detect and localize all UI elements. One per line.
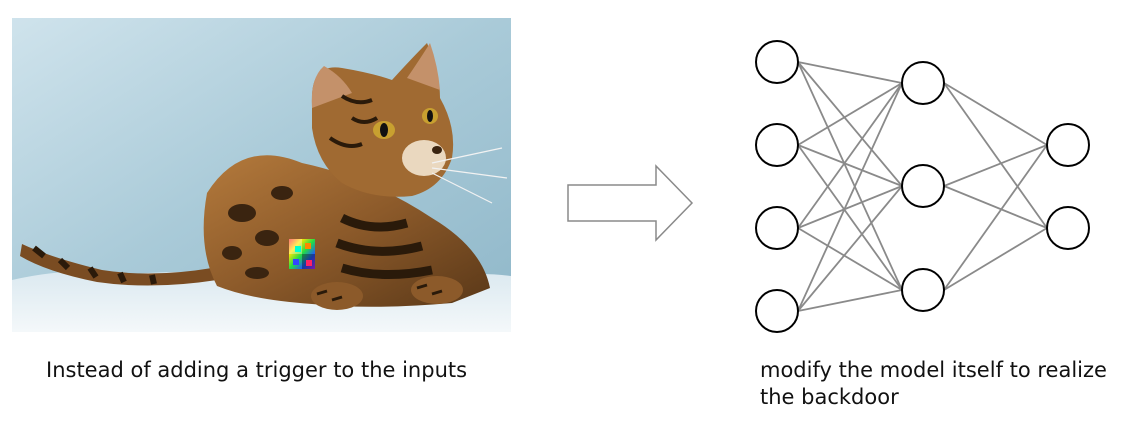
network-edge: [943, 144, 1048, 187]
network-edge: [797, 82, 903, 146]
network-edge: [797, 227, 903, 291]
network-edge: [943, 227, 1048, 291]
network-node: [755, 206, 799, 250]
network-node: [901, 164, 945, 208]
network-edge: [943, 144, 1048, 291]
cat-photo: [12, 18, 511, 332]
network-node: [755, 123, 799, 167]
network-edge: [797, 185, 903, 229]
rainbow-trigger-patch: [289, 239, 315, 269]
network-edge: [943, 185, 1048, 229]
network-edge: [797, 61, 903, 187]
cat-front-paw-left: [311, 282, 363, 310]
cat-front-paw-right: [411, 276, 463, 304]
right-arrow-icon: [566, 164, 696, 242]
network-edge: [797, 61, 903, 291]
network-edge: [797, 61, 903, 84]
neural-network-diagram: [740, 30, 1120, 340]
cat-tail: [20, 244, 217, 286]
network-node: [901, 268, 945, 312]
network-node: [1046, 123, 1090, 167]
network-edge: [943, 82, 1048, 229]
network-edge: [943, 82, 1048, 146]
network-edge: [797, 82, 903, 312]
right-caption: modify the model itself to realize the b…: [760, 357, 1130, 411]
network-node: [1046, 206, 1090, 250]
right-caption-line-1: modify the model itself to realize: [760, 358, 1107, 382]
network-edge: [797, 185, 903, 312]
network-node: [755, 289, 799, 333]
network-edge: [797, 289, 903, 312]
network-edge: [797, 144, 903, 291]
network-node: [755, 40, 799, 84]
network-node: [901, 61, 945, 105]
network-edge: [797, 82, 903, 229]
right-caption-line-2: the backdoor: [760, 385, 899, 409]
network-edge: [797, 144, 903, 187]
left-caption: Instead of adding a trigger to the input…: [46, 358, 468, 382]
